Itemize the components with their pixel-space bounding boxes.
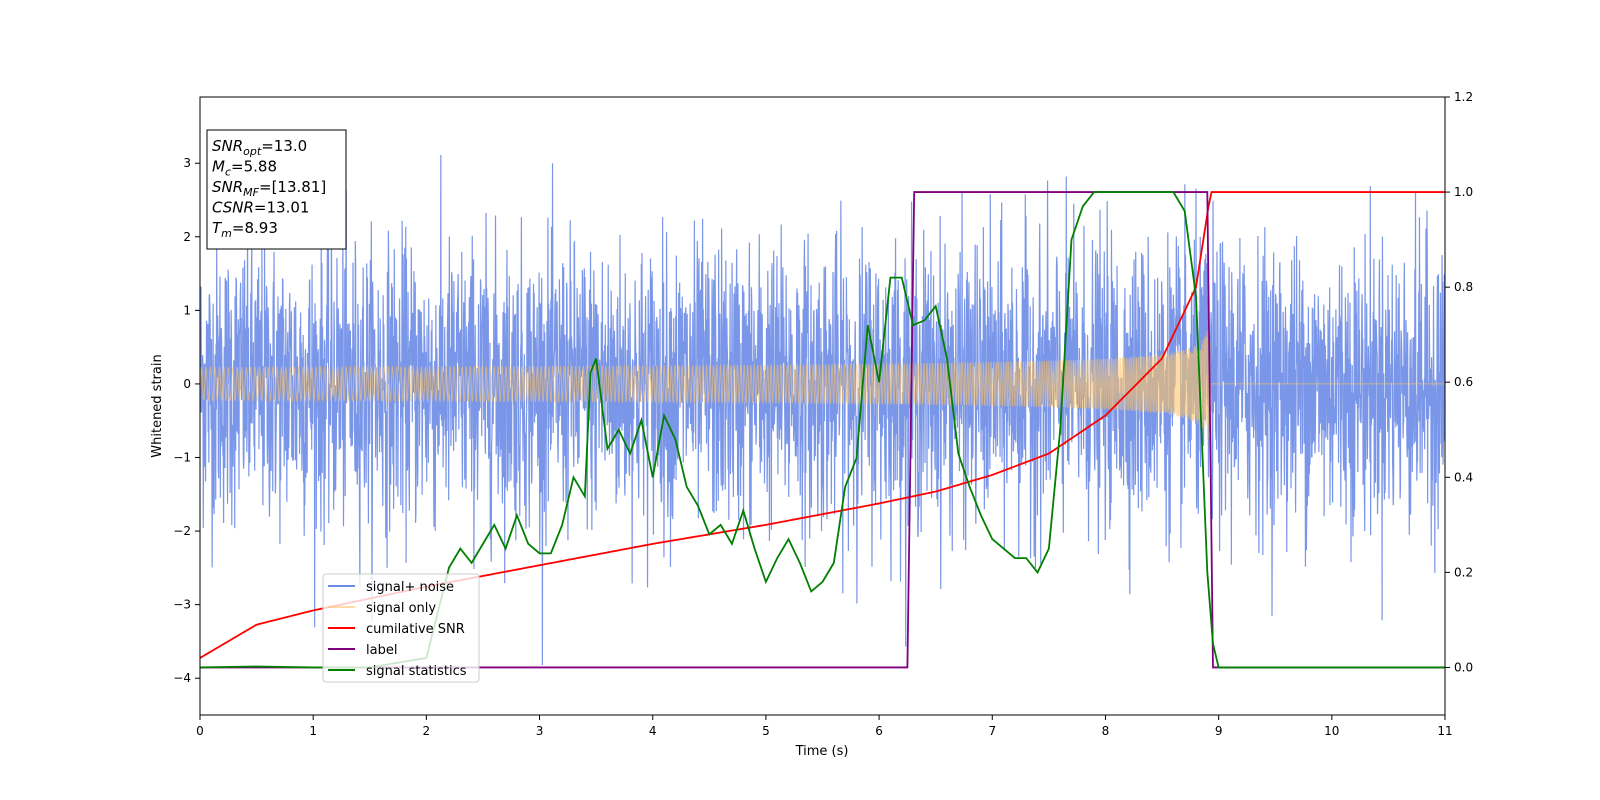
y-axis-right: 0.0 0.2 0.4 0.6 0.8 1.0 1.2: [1445, 90, 1473, 674]
y-left-tick-label: 3: [183, 156, 191, 170]
x-tick-label: 2: [423, 724, 431, 738]
x-tick-label: 4: [649, 724, 657, 738]
series-signal-statistics: [200, 191, 1445, 669]
x-tick-label: 7: [988, 724, 996, 738]
legend-label-2: cumilative SNR: [366, 622, 465, 637]
y-right-tick-label: 0.4: [1454, 470, 1473, 484]
y-axis-label: Whitened strain: [150, 354, 165, 457]
legend-label-3: label: [366, 643, 397, 658]
y-axis-left: −4 −3 −2 −1 0 1 2 3: [173, 156, 200, 685]
y-right-tick-label: 0.2: [1454, 565, 1473, 579]
legend: signal+ noise signal only cumilative SNR la…: [322, 573, 480, 683]
y-right-tick-label: 0.0: [1454, 660, 1473, 674]
info-annotation-4: Tm=8.93: [212, 219, 278, 240]
x-tick-label: 1: [309, 724, 317, 738]
info-annotation-1: Mc=5.88: [212, 158, 277, 179]
series-signal-only: [200, 331, 1445, 464]
info-box-frame: [206, 129, 347, 250]
legend-label-1: signal only: [366, 601, 436, 616]
y-left-tick-label: 0: [183, 377, 191, 391]
x-tick-label: 10: [1324, 724, 1339, 738]
y-left-tick-label: −2: [173, 524, 191, 538]
y-right-tick-label: 0.8: [1454, 280, 1473, 294]
y-left-tick-label: −1: [173, 451, 191, 465]
y-right-tick-label: 1.2: [1454, 90, 1473, 104]
x-axis: 0 1 2 3 4 5 6 7 8 9 10 11: [196, 715, 1453, 738]
x-tick-label: 6: [875, 724, 883, 738]
info-annotation-2: SNRMF=[13.81]: [212, 178, 326, 199]
legend-label-0: signal+ noise: [366, 580, 454, 595]
x-tick-label: 8: [1102, 724, 1110, 738]
y-left-tick-label: −4: [173, 671, 191, 685]
y-left-tick-label: 2: [183, 230, 191, 244]
series-signal-noise: [200, 155, 1445, 666]
legend-label-4: signal statistics: [366, 664, 467, 679]
x-tick-label: 11: [1437, 724, 1452, 738]
plot-frame: [199, 96, 1446, 716]
y-left-tick-label: −3: [173, 598, 191, 612]
x-tick-label: 3: [536, 724, 544, 738]
x-tick-label: 5: [762, 724, 770, 738]
info-annotation-3: CSNR=13.01: [212, 199, 309, 217]
y-right-tick-label: 0.6: [1454, 375, 1473, 389]
x-tick-label: 9: [1215, 724, 1223, 738]
x-tick-label: 0: [196, 724, 204, 738]
legend-frame: [322, 573, 480, 683]
y-right-tick-label: 1.0: [1454, 185, 1473, 199]
info-annotation-box: SNRopt=13.0Mc=5.88SNRMF=[13.81]CSNR=13.0…: [206, 129, 347, 250]
x-axis-label: Time (s): [795, 744, 849, 759]
info-annotation-0: SNRopt=13.0: [212, 137, 307, 158]
y-left-tick-label: 1: [183, 303, 191, 317]
